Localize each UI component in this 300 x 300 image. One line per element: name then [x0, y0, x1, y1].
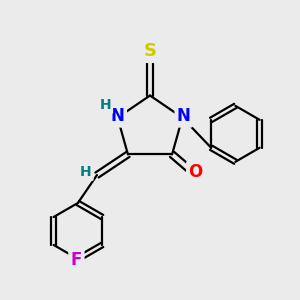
Text: N: N — [111, 107, 124, 125]
Text: O: O — [188, 163, 203, 181]
Text: N: N — [177, 107, 191, 125]
Text: H: H — [80, 165, 92, 179]
Text: S: S — [143, 42, 157, 60]
Text: F: F — [71, 251, 82, 269]
Text: H: H — [99, 98, 111, 112]
